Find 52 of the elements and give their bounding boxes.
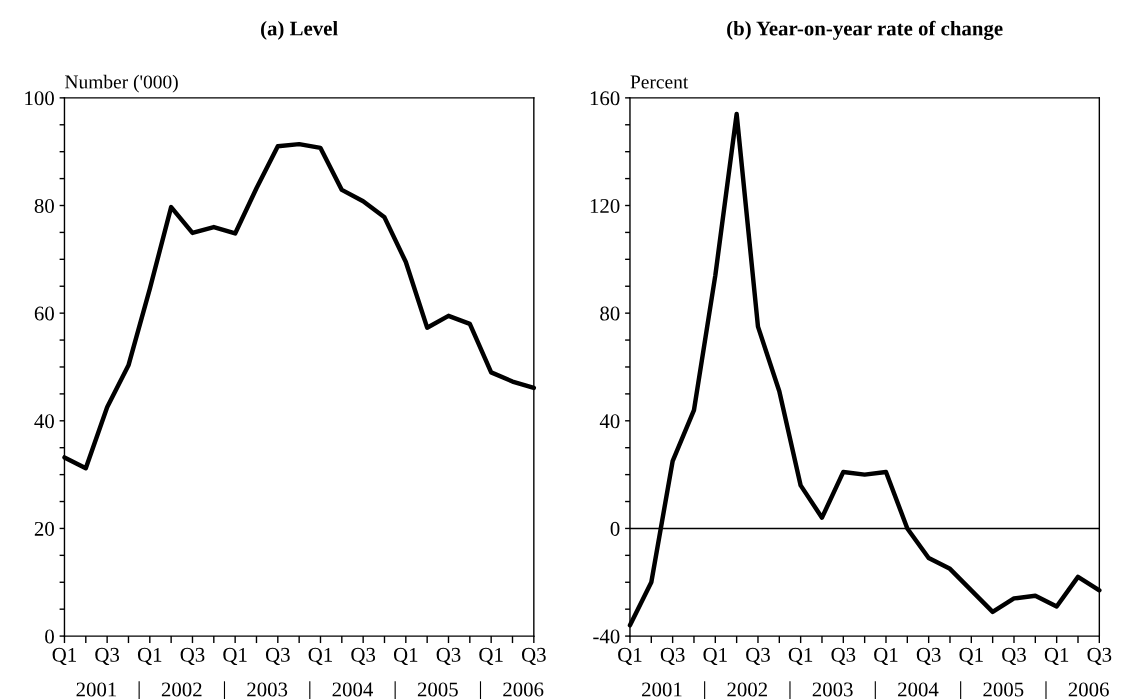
x-tick-label: Q1 bbox=[788, 647, 813, 666]
y-tick-label: 60 bbox=[34, 306, 54, 321]
y-tick-label: 100 bbox=[25, 91, 54, 106]
y-tick-label: 40 bbox=[34, 414, 54, 429]
x-tick-label: Q3 bbox=[436, 647, 461, 666]
x-tick-label: Q1 bbox=[1044, 647, 1069, 666]
text: 2001 bbox=[76, 682, 117, 697]
y-tick-label: -40 bbox=[593, 629, 620, 644]
y-tick-label: 160 bbox=[590, 91, 620, 106]
y-axis-title: Percent bbox=[630, 75, 689, 89]
x-tick-label: Q1 bbox=[308, 647, 332, 666]
x-tick-label: Q1 bbox=[959, 647, 983, 666]
text: 2002 bbox=[161, 682, 202, 697]
y-tick-label: 80 bbox=[34, 198, 54, 213]
text: 2006 bbox=[1068, 682, 1109, 697]
x-tick-label: Q1 bbox=[52, 647, 76, 666]
x-tick-label: Q3 bbox=[1002, 647, 1026, 666]
x-tick-label: Q3 bbox=[521, 647, 546, 666]
y-axis-title: Number ('000) bbox=[65, 74, 178, 93]
x-tick-label: Q3 bbox=[916, 647, 941, 666]
y-tick-label: 40 bbox=[599, 414, 620, 429]
y-tick-label: 20 bbox=[34, 521, 54, 536]
x-tick-label: Q3 bbox=[351, 647, 376, 666]
text: 2004 bbox=[332, 682, 373, 697]
x-tick-label: Q3 bbox=[746, 647, 770, 666]
text: 2001 bbox=[642, 682, 682, 697]
y-tick-label: 0 bbox=[45, 629, 54, 644]
x-tick-label: Q3 bbox=[265, 647, 290, 666]
text: 2002 bbox=[727, 682, 767, 697]
x-tick-label: Q3 bbox=[660, 647, 685, 666]
x-tick-label: Q1 bbox=[618, 647, 642, 666]
x-tick-label: Q3 bbox=[1087, 647, 1112, 666]
chart-title: (a) Level bbox=[261, 20, 338, 40]
x-tick-label: Q1 bbox=[703, 647, 727, 666]
y-tick-label: 0 bbox=[610, 521, 620, 536]
x-tick-label: Q1 bbox=[479, 647, 503, 666]
text: 2005 bbox=[983, 682, 1024, 697]
x-tick-label: Q1 bbox=[874, 647, 898, 666]
x-tick-label: Q3 bbox=[180, 647, 205, 666]
chart-title: (b) Year-on-year rate of change bbox=[727, 20, 1003, 40]
text: 2006 bbox=[503, 682, 544, 697]
x-tick-label: Q3 bbox=[95, 647, 120, 666]
text: 2004 bbox=[898, 682, 939, 697]
text: 2003 bbox=[812, 682, 853, 697]
y-tick-label: 120 bbox=[590, 198, 620, 213]
x-tick-label: Q3 bbox=[831, 647, 856, 666]
x-tick-label: Q1 bbox=[223, 647, 247, 666]
x-tick-label: Q1 bbox=[137, 647, 162, 666]
y-tick-label: 80 bbox=[600, 306, 620, 321]
x-tick-label: Q1 bbox=[393, 647, 418, 666]
text: 2005 bbox=[417, 682, 458, 697]
text: 2003 bbox=[247, 682, 288, 697]
